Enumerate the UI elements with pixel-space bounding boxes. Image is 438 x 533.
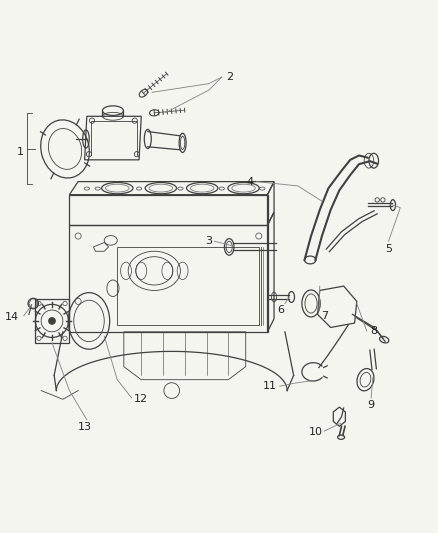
- Text: 8: 8: [370, 326, 377, 336]
- Text: 10: 10: [309, 427, 323, 437]
- Text: 1: 1: [17, 148, 24, 157]
- Text: 13: 13: [78, 422, 92, 432]
- Text: 6: 6: [277, 305, 284, 315]
- Text: 2: 2: [226, 72, 233, 82]
- Text: 4: 4: [247, 176, 254, 187]
- Text: 14: 14: [4, 312, 18, 321]
- Text: 3: 3: [205, 236, 212, 246]
- Text: 12: 12: [134, 394, 148, 404]
- Text: 5: 5: [385, 244, 392, 254]
- Text: 9: 9: [367, 400, 374, 410]
- Circle shape: [49, 318, 56, 325]
- Text: 11: 11: [263, 381, 277, 391]
- Text: 7: 7: [321, 311, 328, 321]
